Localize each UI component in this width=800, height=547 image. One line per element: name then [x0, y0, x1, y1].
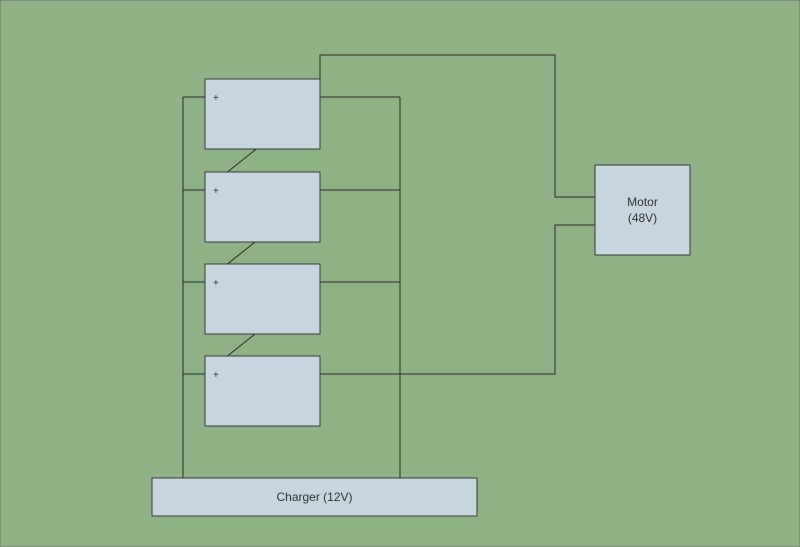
battery-4: +: [205, 356, 320, 426]
battery-4-plus: +: [213, 370, 219, 381]
diagram-canvas: + + + + Charger (12V) Motor (48V): [0, 0, 800, 547]
battery-2-plus: +: [213, 186, 219, 197]
charger-box: Charger (12V): [152, 478, 477, 516]
battery-1: +: [205, 79, 320, 149]
battery-1-plus: +: [213, 93, 219, 104]
battery-3: +: [205, 264, 320, 334]
charger-label: Charger (12V): [276, 490, 352, 504]
motor-label-line2: (48V): [628, 211, 657, 225]
motor-box: Motor (48V): [595, 165, 690, 255]
battery-3-plus: +: [213, 278, 219, 289]
battery-2: +: [205, 172, 320, 242]
motor-label-line1: Motor: [627, 195, 658, 209]
